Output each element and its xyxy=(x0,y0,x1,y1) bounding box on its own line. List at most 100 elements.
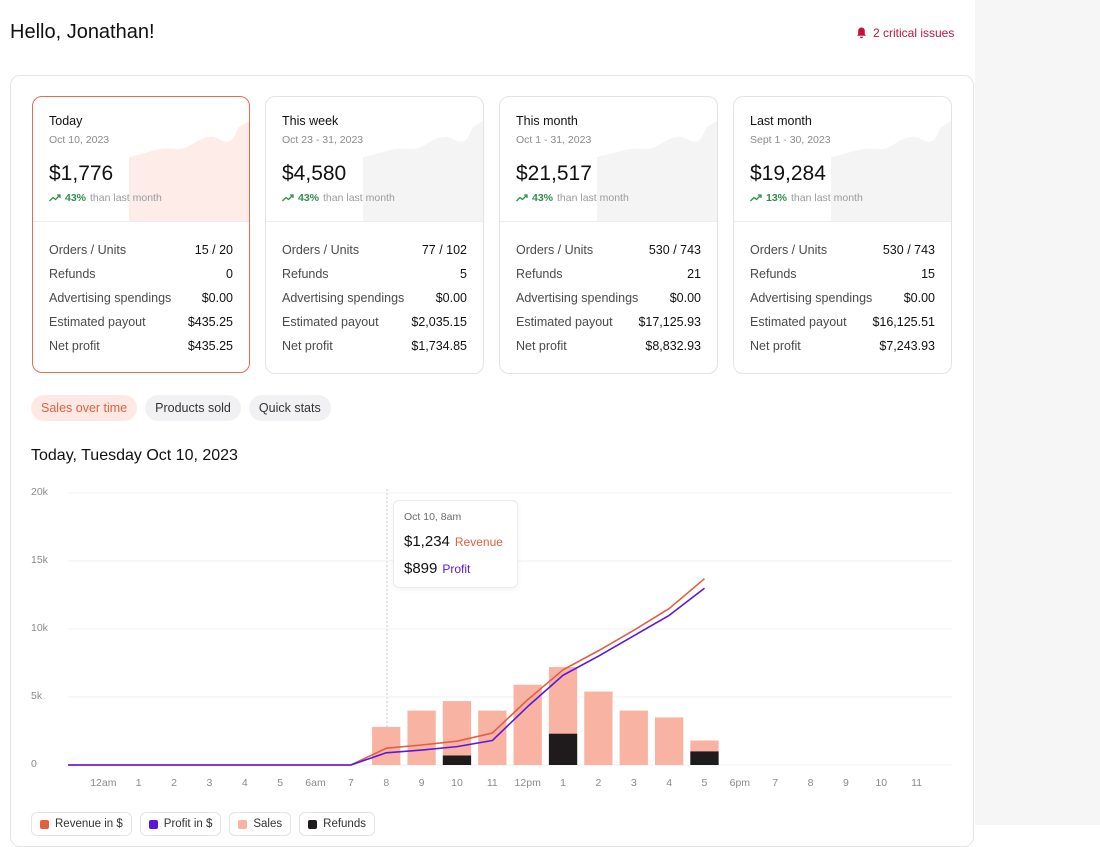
card-row: Estimated payout $16,125.51 xyxy=(750,313,935,331)
page: Hello, Jonathan! 2 critical issues Today… xyxy=(10,0,1100,847)
bar xyxy=(619,710,648,765)
tab[interactable]: Quick stats xyxy=(248,395,331,421)
bar xyxy=(372,726,401,765)
card-row: Advertising spendings $0.00 xyxy=(750,289,935,307)
x-tick-label: 8 xyxy=(808,777,814,789)
row-label: Advertising spendings xyxy=(282,291,405,305)
trend-icon xyxy=(49,194,61,202)
tab[interactable]: Products sold xyxy=(145,395,241,421)
x-tick-label: 7 xyxy=(348,777,354,789)
row-label: Estimated payout xyxy=(282,315,379,329)
legend-swatch xyxy=(40,819,49,829)
row-value: $17,125.93 xyxy=(638,315,701,329)
side-strip xyxy=(975,0,1100,825)
sparkline-area xyxy=(363,121,483,221)
card-title: This week xyxy=(282,114,339,128)
card-summary xyxy=(734,97,951,222)
line xyxy=(68,587,705,766)
stat-card[interactable]: This week Oct 23 - 31, 2023 $4,580 43% than … xyxy=(265,96,484,374)
stat-card[interactable]: Last month Sept 1 - 30, 2023 $19,284 13% tha… xyxy=(733,96,952,374)
y-tick-label: 5k xyxy=(31,690,43,702)
legend-item[interactable]: Profit in $ xyxy=(139,812,222,836)
bar xyxy=(690,751,719,765)
legend: Revenue in $ Profit in $ Sales Refunds xyxy=(31,812,375,836)
legend-label: Sales xyxy=(253,818,283,830)
card-sparkline xyxy=(831,121,951,221)
x-tick-label: 5 xyxy=(277,777,283,789)
row-value: $2,035.15 xyxy=(411,315,467,329)
tooltip-value: $899 xyxy=(404,560,438,577)
card-row: Estimated payout $2,035.15 xyxy=(282,313,467,331)
x-tick-label: 11 xyxy=(911,777,922,789)
y-tick-label: 10k xyxy=(31,622,49,634)
card-row: Orders / Units 530 / 743 xyxy=(750,241,935,259)
card-title: Last month xyxy=(750,114,812,128)
card-row: Refunds 21 xyxy=(516,265,701,283)
tooltip-item: $1,234 Revenue xyxy=(404,533,503,550)
trend-icon xyxy=(750,194,762,202)
card-row: Refunds 5 xyxy=(282,265,467,283)
bar xyxy=(442,755,472,765)
card-row: Orders / Units 530 / 743 xyxy=(516,241,701,259)
trend-arrow xyxy=(49,194,61,202)
row-value: 5 xyxy=(460,267,467,281)
row-value: $0.00 xyxy=(201,291,233,305)
row-value: 77 / 102 xyxy=(421,243,467,257)
x-tick-label: 12pm xyxy=(515,777,542,789)
x-tick-label: 10 xyxy=(451,777,463,789)
row-label: Advertising spendings xyxy=(750,291,873,305)
sparkline-area xyxy=(597,121,717,221)
card-sparkline xyxy=(363,121,483,221)
card-summary xyxy=(500,97,717,222)
row-label: Refunds xyxy=(282,267,329,281)
card-change: 13% than last month xyxy=(750,192,863,204)
trend-arrow xyxy=(282,194,294,202)
trend-icon xyxy=(282,194,294,202)
row-value: $435.25 xyxy=(187,315,233,329)
stat-card[interactable]: This month Oct 1 - 31, 2023 $21,517 43% than… xyxy=(499,96,718,374)
row-label: Advertising spendings xyxy=(49,291,172,305)
legend-item[interactable]: Sales xyxy=(229,812,292,836)
legend-item[interactable]: Revenue in $ xyxy=(31,812,132,836)
card-change: 43% than last month xyxy=(516,192,629,204)
row-label: Net profit xyxy=(49,339,100,353)
card-value: $21,517 xyxy=(516,162,592,185)
legend-swatch xyxy=(238,819,248,829)
row-label: Orders / Units xyxy=(750,243,828,257)
change-text: than last month xyxy=(791,192,863,204)
sparkline-area xyxy=(129,121,249,221)
stat-card[interactable]: Today Oct 10, 2023 $1,776 43% than last mont… xyxy=(32,96,250,373)
row-value: 15 / 20 xyxy=(194,243,233,257)
row-label: Net profit xyxy=(750,339,801,353)
row-label: Orders / Units xyxy=(516,243,594,257)
row-value: $7,243.93 xyxy=(879,339,935,353)
sparkline-area xyxy=(831,121,951,221)
legend-item[interactable]: Refunds xyxy=(299,812,375,836)
row-value: $8,832.93 xyxy=(645,339,701,353)
x-tick-label: 10 xyxy=(875,777,887,789)
card-sparkline xyxy=(129,121,249,221)
change-percent: 43% xyxy=(65,192,87,204)
card-title: Today xyxy=(49,114,83,128)
x-tick-label: 4 xyxy=(242,777,248,789)
x-tick-label: 4 xyxy=(666,777,672,789)
x-tick-label: 2 xyxy=(171,777,177,789)
x-tick-label: 2 xyxy=(595,777,601,789)
legend-swatch xyxy=(148,819,158,829)
alert-link[interactable]: 2 critical issues xyxy=(856,26,954,40)
change-text: than last month xyxy=(90,192,162,204)
bar xyxy=(478,710,507,765)
card-row: Advertising spendings $0.00 xyxy=(282,289,467,307)
x-tick-label: 6am xyxy=(305,777,326,789)
x-tick-label: 6pm xyxy=(730,777,751,789)
card-row: Net profit $8,832.93 xyxy=(516,337,701,355)
trend-arrow xyxy=(516,194,528,202)
x-tick-label: 8 xyxy=(383,777,389,789)
trend-arrow xyxy=(750,194,762,202)
bar xyxy=(654,717,684,765)
tabs: Sales over time Products sold Quick stats xyxy=(31,395,331,421)
tab[interactable]: Sales over time xyxy=(31,395,138,421)
trend-icon xyxy=(516,194,528,202)
trend-arrow-head xyxy=(57,194,61,198)
row-label: Advertising spendings xyxy=(516,291,639,305)
